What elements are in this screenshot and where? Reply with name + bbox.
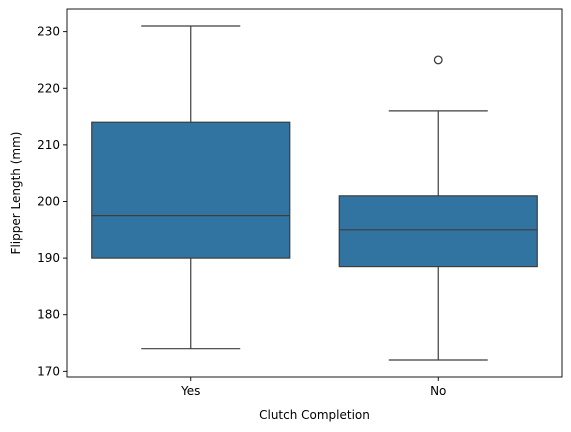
- y-tick-label-180: 180: [37, 308, 60, 322]
- box-no: [338, 195, 538, 268]
- x-tick-label-yes: Yes: [180, 384, 200, 398]
- box-yes: [91, 121, 291, 259]
- y-tick-label-200: 200: [37, 194, 60, 208]
- y-tick-label-190: 190: [37, 251, 60, 265]
- x-axis: Yes No: [180, 377, 446, 398]
- y-tick-label-170: 170: [37, 364, 60, 378]
- plot-frame: [66, 8, 563, 378]
- y-tick-label-210: 210: [37, 138, 60, 152]
- y-tick-label-220: 220: [37, 81, 60, 95]
- x-axis-label: Clutch Completion: [259, 408, 370, 422]
- y-axis-label: Flipper Length (mm): [9, 132, 23, 255]
- box-group-yes: [91, 25, 291, 350]
- box-group-no: [338, 55, 538, 361]
- y-axis: 170 180 190 200 210 220 230: [37, 25, 67, 378]
- y-tick-label-230: 230: [37, 25, 60, 39]
- x-tick-label-no: No: [430, 384, 446, 398]
- outlier-no-0: [433, 55, 443, 65]
- boxes-layer: [91, 25, 538, 361]
